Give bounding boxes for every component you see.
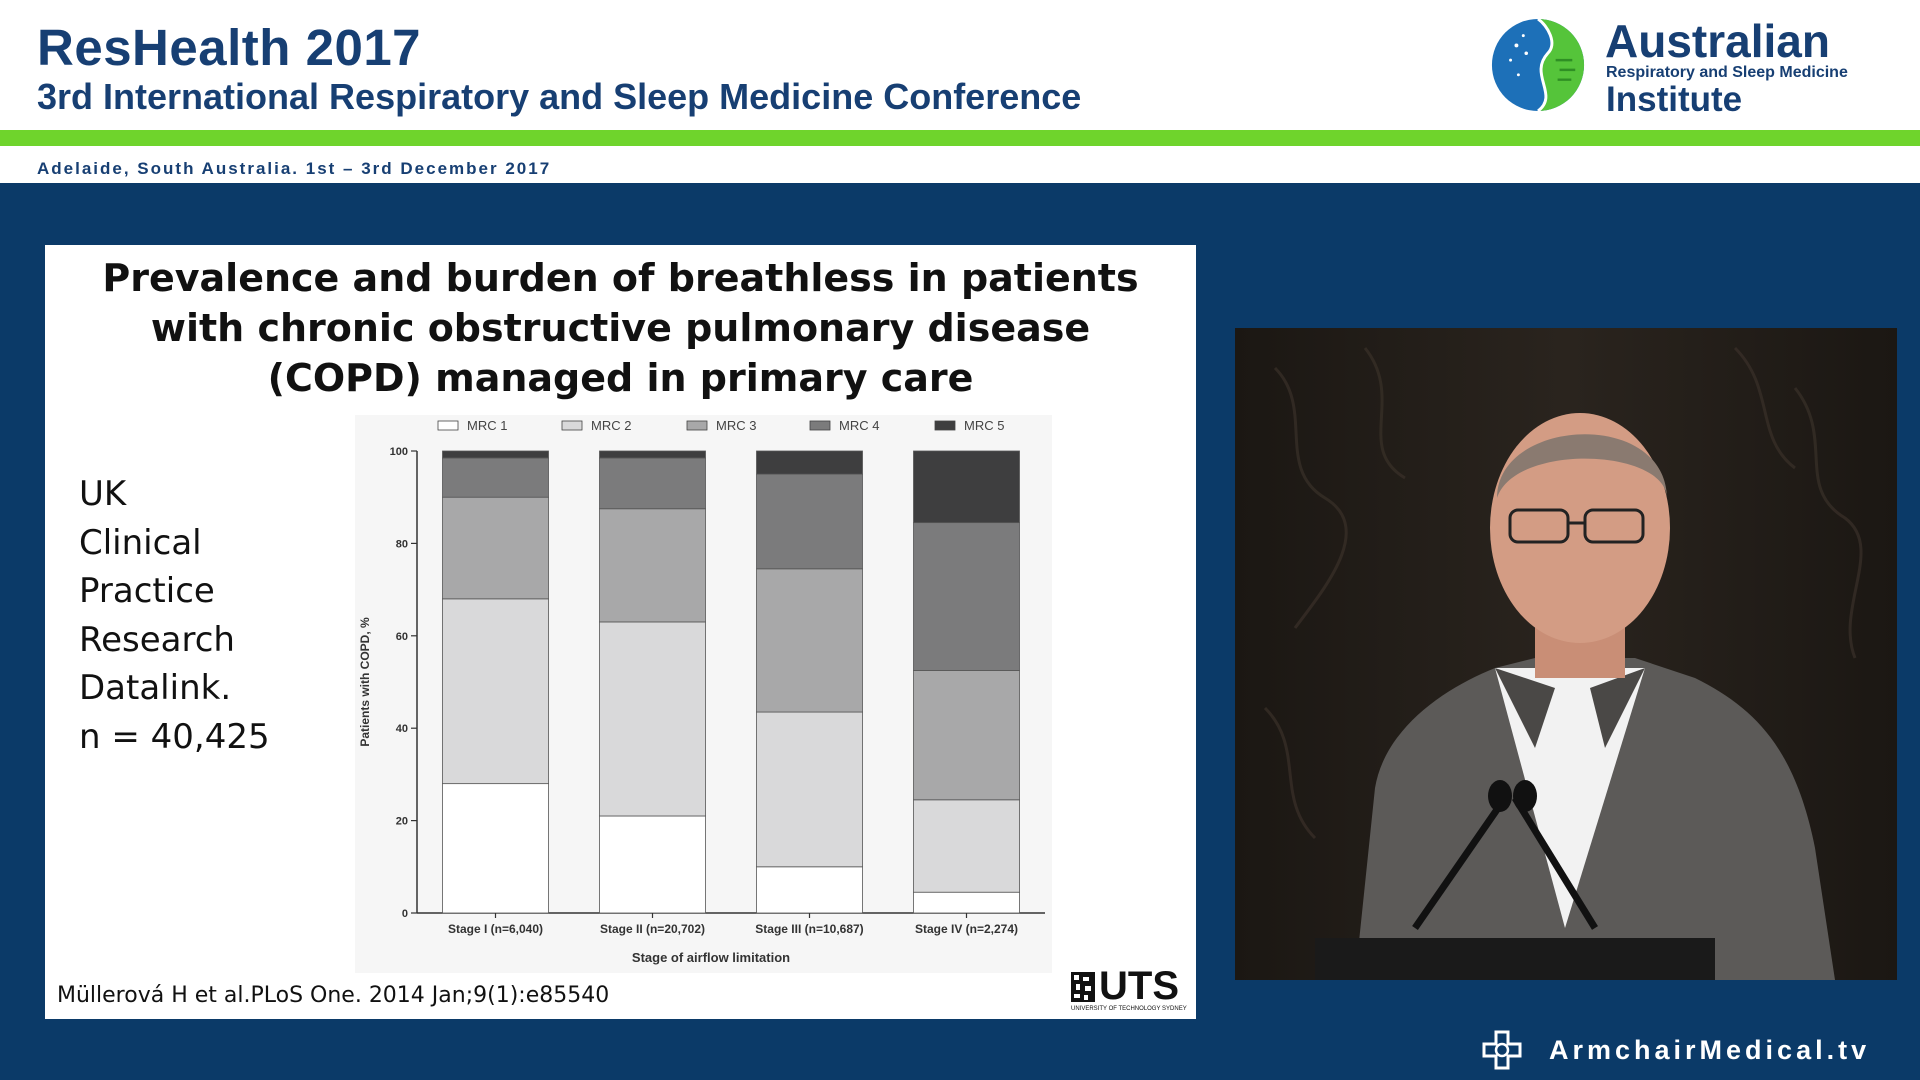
brand-text: ArmchairMedical.tv	[1549, 1035, 1871, 1065]
bar-segment	[913, 522, 1020, 671]
stacked-bar-chart: MRC 1 MRC 2 MRC 3 MRC 4 MRC 5 0 20 40 60 80 100 Pat…	[358, 418, 1045, 965]
speaker-video-icon	[1235, 328, 1897, 980]
logo-wordmark-australian: Australian	[1605, 15, 1830, 67]
legend-label: MRC 3	[716, 418, 756, 433]
side-text-line: Datalink.	[79, 668, 232, 708]
x-axis-label: Stage of airflow limitation	[632, 950, 790, 965]
uts-subtext: UNIVERSITY OF TECHNOLOGY SYDNEY	[1071, 1006, 1187, 1012]
legend-swatch	[686, 420, 708, 431]
side-text-line: n = 40,425	[79, 716, 270, 757]
bar-segment	[756, 711, 863, 868]
legend-label: MRC 4	[839, 418, 879, 433]
slide-side-text: UK Clinical Practice Research Datalink. …	[79, 470, 270, 761]
legend-label: MRC 2	[591, 418, 631, 433]
slide-citation: Müllerová H et al.PLoS One. 2014 Jan;9(1…	[57, 983, 610, 1008]
y-axis-label: Patients with COPD, %	[358, 617, 372, 747]
bar-segment	[599, 457, 706, 510]
x-tick-label: Stage IV (n=2,274)	[915, 922, 1018, 936]
legend-swatch	[809, 420, 831, 431]
bar-segment	[756, 568, 863, 713]
slide-title: Prevalence and burden of breathless in p…	[45, 253, 1196, 403]
slide-title-line: (COPD) managed in primary care	[267, 356, 974, 400]
chart-area: MRC 1 MRC 2 MRC 3 MRC 4 MRC 5 0 20 40 60 80 100 Pat…	[355, 415, 1052, 973]
legend-swatch	[437, 420, 459, 431]
uts-mark-icon	[1071, 972, 1095, 1002]
side-text-line: Research	[79, 619, 235, 660]
side-text-line: UK	[79, 474, 127, 514]
location-bar	[0, 146, 1920, 183]
globe-lung-logo-icon	[1491, 17, 1585, 113]
logo-wordmark-respiratory: Respiratory and Sleep Medicine	[1606, 64, 1848, 81]
y-tick-label: 80	[396, 538, 408, 550]
uts-wordmark: UTS	[1099, 964, 1179, 1008]
bar-segment	[442, 496, 549, 600]
y-tick-label: 60	[396, 631, 408, 643]
y-tick-label: 20	[396, 816, 408, 828]
legend-swatch	[561, 420, 583, 431]
side-text-line: Clinical	[79, 522, 202, 563]
x-tick-label: Stage I (n=6,040)	[448, 922, 543, 936]
medical-cross-icon	[1482, 1030, 1522, 1070]
x-tick-label: Stage III (n=10,687)	[755, 922, 863, 936]
bar-segment	[442, 450, 549, 459]
bar-segment	[599, 621, 706, 817]
bar-segment	[442, 457, 549, 498]
bar-segment	[913, 891, 1020, 914]
bar-segment	[756, 473, 863, 570]
slide-title-line: with chronic obstructive pulmonary disea…	[150, 306, 1091, 350]
legend-label: MRC 1	[467, 418, 507, 433]
speaker-video[interactable]	[1235, 328, 1897, 980]
legend-label: MRC 5	[964, 418, 1004, 433]
uts-logo: UTS UNIVERSITY OF TECHNOLOGY SYDNEY	[1071, 964, 1193, 1016]
bar-segment	[442, 598, 549, 785]
logo-wordmark-institute: Institute	[1606, 80, 1743, 119]
presentation-slide: Prevalence and burden of breathless in p…	[45, 245, 1196, 1019]
slide-title-line: Prevalence and burden of breathless in p…	[102, 256, 1139, 300]
side-text-line: Practice	[79, 571, 215, 611]
bar-segment	[913, 450, 1020, 524]
conference-subtitle: 3rd International Respiratory and Sleep …	[37, 76, 1082, 117]
header-divider	[0, 130, 1920, 146]
y-tick-label: 40	[396, 723, 408, 735]
conference-header	[0, 0, 1920, 130]
bar-segment	[913, 799, 1020, 893]
bar-segment	[599, 815, 706, 914]
conference-location: Adelaide, South Australia. 1st – 3rd Dec…	[37, 159, 552, 178]
y-tick-label: 100	[390, 446, 408, 458]
conference-title: ResHealth 2017	[37, 19, 422, 76]
bar-segment	[599, 508, 706, 623]
bar-segment	[442, 783, 549, 914]
x-tick-label: Stage II (n=20,702)	[600, 922, 705, 936]
bar-segment	[913, 670, 1020, 801]
bar-segment	[756, 866, 863, 914]
legend-swatch	[934, 420, 956, 431]
bar-segment	[599, 450, 706, 459]
bar-segment	[756, 450, 863, 475]
y-tick-label: 0	[402, 908, 408, 920]
